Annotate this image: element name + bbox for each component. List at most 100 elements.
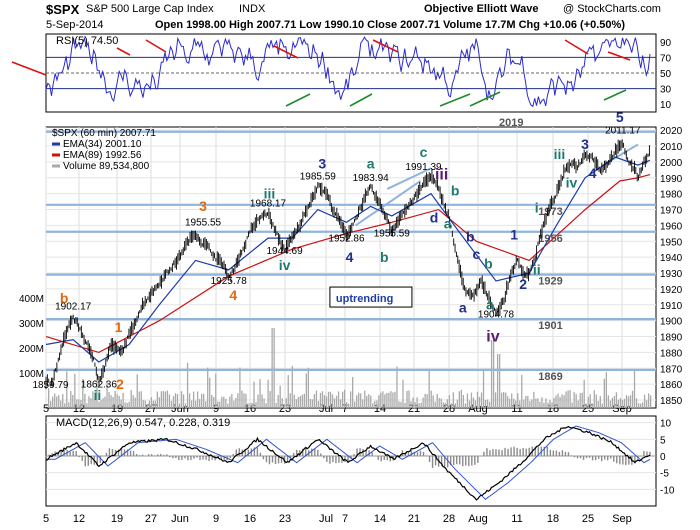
- volume-bar: [523, 399, 525, 408]
- volume-bar: [229, 396, 231, 408]
- volume-bar: [464, 403, 467, 408]
- y-tick-label: 1920: [660, 285, 683, 296]
- volume-bar: [581, 392, 583, 408]
- volume-bar: [168, 394, 171, 408]
- volume-bar: [394, 391, 396, 408]
- rsi-divergence-line: [273, 45, 299, 59]
- wave-label: iii: [554, 146, 566, 162]
- volume-bar: [593, 390, 595, 408]
- legend-label: Volume 89,534,800: [63, 161, 150, 172]
- volume-bar: [444, 402, 446, 408]
- macd-tick-label: -5: [660, 469, 669, 480]
- volume-bar: [279, 385, 281, 408]
- volume-bar: [221, 396, 223, 408]
- macd-x-tick-label: 12: [73, 513, 85, 525]
- volume-bar: [128, 401, 130, 408]
- macd-x-tick-label: 18: [547, 513, 559, 525]
- support-label: 1869: [538, 371, 562, 383]
- volume-bar: [454, 403, 456, 408]
- volume-bar: [400, 401, 402, 408]
- volume-bar: [257, 394, 259, 408]
- macd-x-tick-label: 28: [443, 513, 455, 525]
- volume-bar: [148, 400, 150, 408]
- volume-bar: [305, 373, 308, 408]
- volume-bar: [416, 397, 418, 408]
- volume-bar: [625, 395, 628, 408]
- volume-bar: [116, 394, 118, 408]
- volume-bar: [605, 372, 607, 408]
- rsi-tick-label: 90: [660, 38, 672, 49]
- y-tick-label: 1930: [660, 269, 683, 280]
- volume-bar: [430, 390, 432, 408]
- volume-bar: [496, 354, 499, 408]
- volume-bar: [273, 328, 275, 408]
- volume-bar: [323, 395, 326, 408]
- wave-label: b: [451, 182, 460, 198]
- wave-label: 1: [510, 227, 518, 243]
- volume-bar: [623, 398, 626, 408]
- x-tick-label: 12: [73, 403, 85, 415]
- wave-label: 4: [229, 287, 237, 303]
- volume-bar: [380, 392, 382, 408]
- volume-bar: [561, 394, 563, 408]
- volume-bar: [247, 403, 249, 408]
- volume-bar: [549, 400, 551, 408]
- volume-bar: [277, 394, 279, 408]
- trend-status-box: [329, 286, 413, 308]
- support-label: 1929: [538, 276, 562, 288]
- volume-bar: [142, 400, 144, 408]
- wave-label: iv: [279, 257, 291, 273]
- volume-bar: [237, 393, 239, 408]
- x-tick-label: 21: [408, 403, 420, 415]
- volume-bar: [462, 395, 465, 408]
- volume-bar: [269, 391, 271, 408]
- volume-bar: [182, 394, 185, 408]
- x-tick-label: 16: [244, 403, 256, 415]
- volume-bar: [595, 394, 597, 408]
- volume-bar: [343, 389, 346, 408]
- volume-bar: [511, 393, 513, 408]
- volume-bar: [245, 393, 247, 408]
- volume-bar: [480, 392, 483, 408]
- volume-bar: [112, 396, 114, 408]
- volume-bar: [319, 392, 322, 408]
- volume-bar: [255, 402, 257, 408]
- volume-bar: [243, 393, 245, 408]
- volume-bar: [629, 395, 632, 408]
- volume-bar: [219, 401, 221, 408]
- volume-bar: [331, 394, 334, 408]
- y-tick-label: 1870: [660, 364, 683, 375]
- volume-bar: [122, 392, 124, 408]
- macd-x-tick-label: 16: [244, 513, 256, 525]
- wave-label: b: [466, 228, 475, 244]
- volume-bar: [285, 398, 287, 408]
- volume-bar: [406, 390, 408, 408]
- volume-bar: [527, 396, 529, 408]
- volume-bar: [565, 391, 567, 408]
- volume-bar: [188, 393, 191, 408]
- volume-bar: [611, 397, 614, 408]
- chart-date: 5-Sep-2014: [46, 19, 104, 31]
- volume-tick-label: 400M: [19, 294, 44, 305]
- volume-bar: [335, 395, 338, 408]
- volume-bar: [152, 400, 154, 408]
- volume-bar: [372, 403, 374, 408]
- x-tick-label: 5: [43, 403, 49, 415]
- y-tick-label: 1910: [660, 301, 683, 312]
- volume-bar: [150, 397, 152, 408]
- volume-bar: [492, 340, 495, 408]
- volume-bar: [362, 399, 364, 408]
- volume-bar: [68, 402, 70, 408]
- volume-bar: [490, 340, 493, 408]
- volume-bar: [58, 395, 60, 408]
- macd-x-tick-label: 25: [582, 513, 594, 525]
- volume-bar: [126, 402, 128, 408]
- volume-bar: [114, 390, 116, 408]
- volume-bar: [571, 402, 573, 408]
- y-tick-label: 1880: [660, 348, 683, 359]
- volume-bar: [118, 395, 120, 408]
- volume-bar: [213, 397, 215, 408]
- volume-bar: [474, 400, 477, 408]
- volume-bar: [231, 393, 233, 408]
- price-label: 1952.86: [328, 233, 365, 244]
